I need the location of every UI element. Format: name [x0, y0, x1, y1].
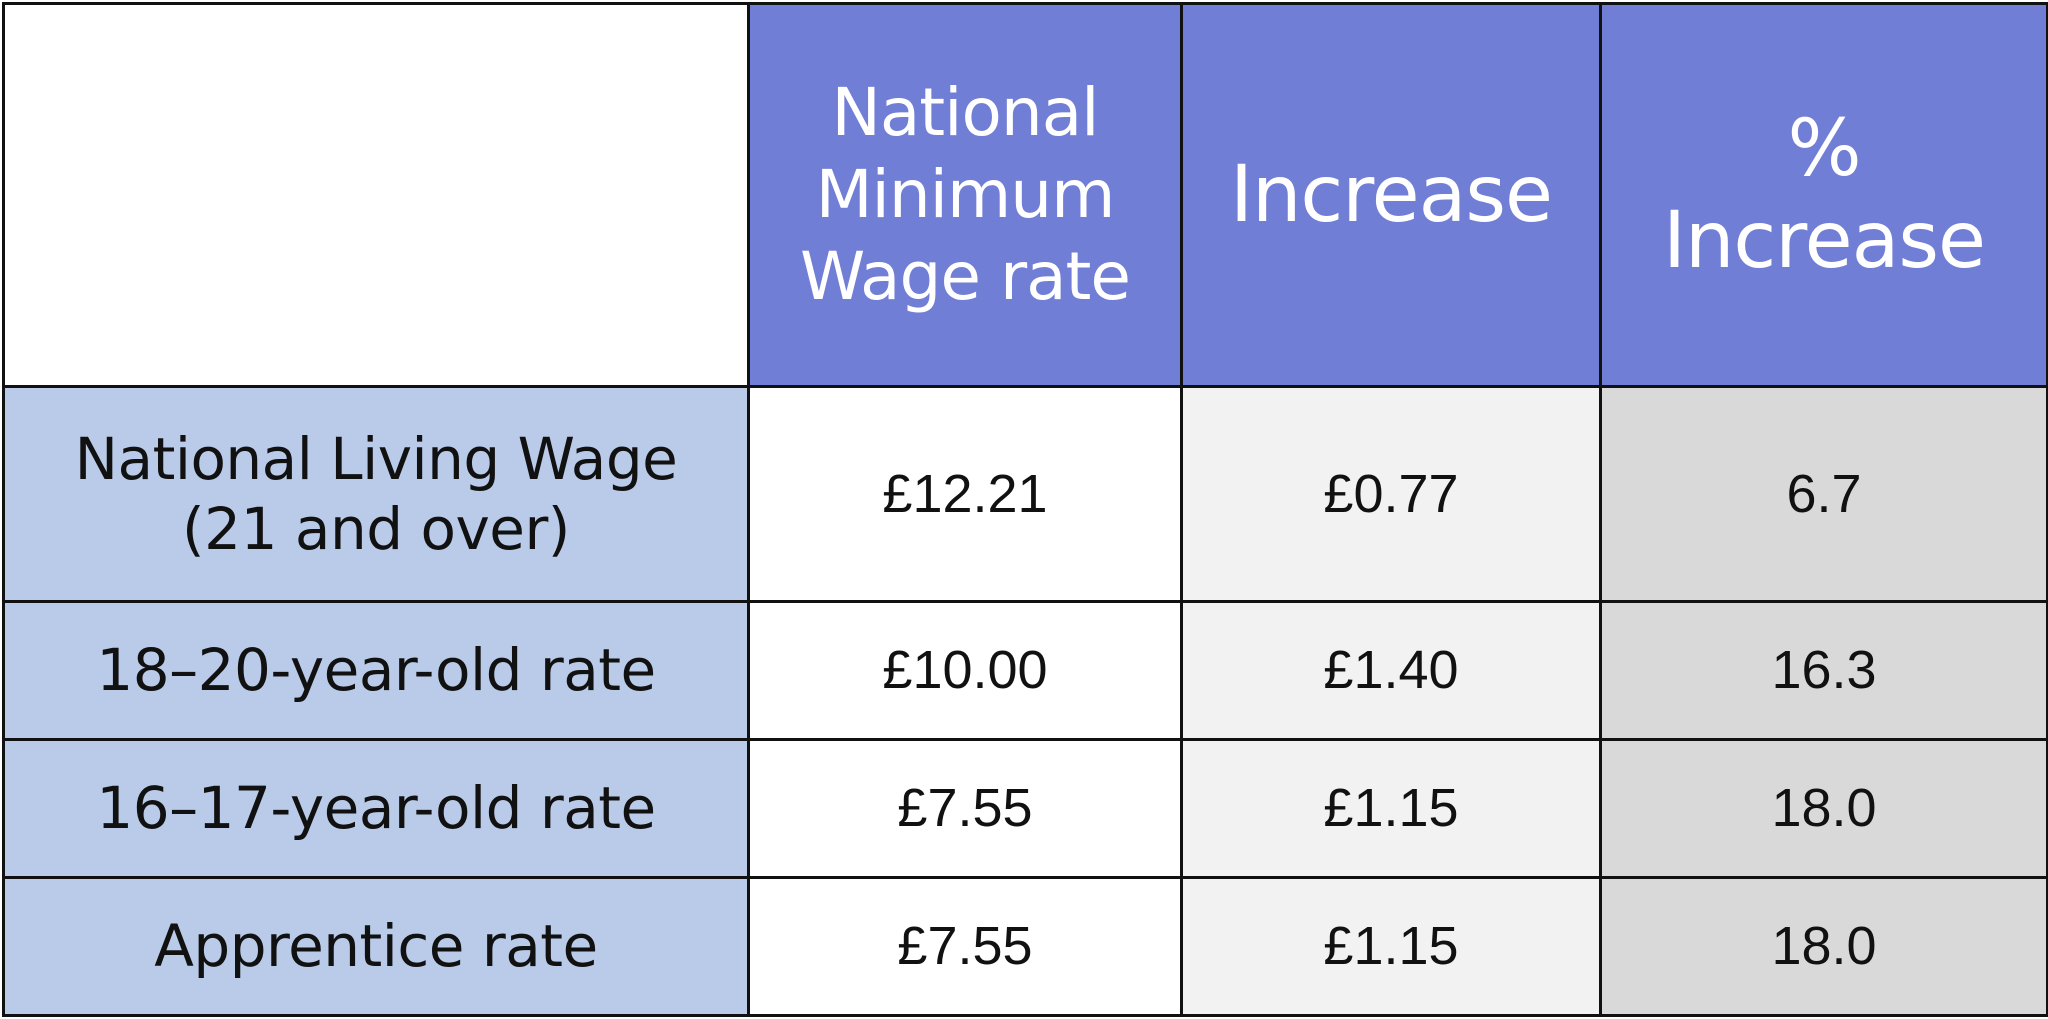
row-label: 18–20-year-old rate [2, 599, 750, 741]
increase-cell: £1.15 [1180, 875, 1602, 1018]
header-rate-text: National Minimum Wage rate [799, 74, 1131, 316]
table-row: 18–20-year-old rate £10.00 £1.40 16.3 [2, 599, 2048, 741]
rate-cell: £12.21 [747, 385, 1183, 603]
pct-increase-cell: 16.3 [1599, 599, 2048, 741]
row-label-text: National Living Wage (21 and over) [74, 424, 678, 563]
increase-cell: £0.77 [1180, 385, 1602, 603]
pct-increase-cell: 18.0 [1599, 875, 2048, 1018]
header-increase: Increase [1180, 1, 1602, 389]
pct-increase-cell: 18.0 [1599, 737, 2048, 879]
table-row: National Living Wage (21 and over) £12.2… [2, 385, 2048, 603]
header-rate: National Minimum Wage rate [747, 1, 1183, 389]
pct-increase-cell: 6.7 [1599, 385, 2048, 603]
row-label: 16–17-year-old rate [2, 737, 750, 879]
header-pct-increase: % Increase [1599, 1, 2048, 389]
rate-cell: £10.00 [747, 599, 1183, 741]
table-row: 16–17-year-old rate £7.55 £1.15 18.0 [2, 737, 2048, 879]
row-label: National Living Wage (21 and over) [2, 385, 750, 603]
increase-cell: £1.15 [1180, 737, 1602, 879]
rate-cell: £7.55 [747, 737, 1183, 879]
rate-cell: £7.55 [747, 875, 1183, 1018]
table-header-row: National Minimum Wage rate Increase % In… [2, 1, 2048, 389]
increase-cell: £1.40 [1180, 599, 1602, 741]
empty-corner-cell [2, 1, 750, 389]
header-pct-increase-text: % Increase [1662, 104, 1986, 287]
table-row: Apprentice rate £7.55 £1.15 18.0 [2, 875, 2048, 1018]
row-label: Apprentice rate [2, 875, 750, 1018]
